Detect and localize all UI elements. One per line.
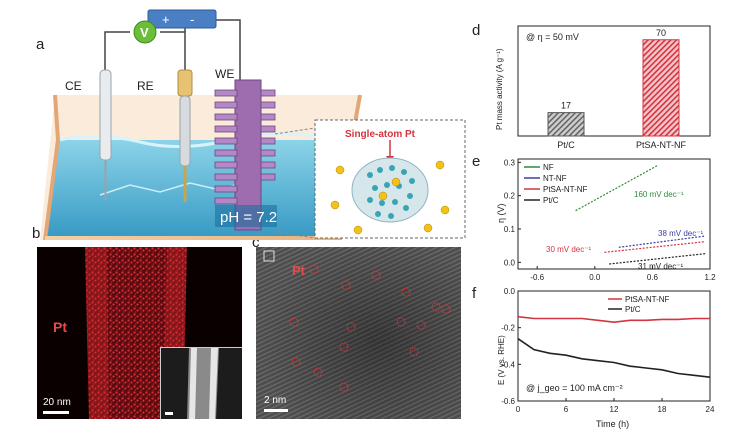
inset-tube-image <box>165 348 219 419</box>
panel-label-f: f <box>472 285 477 302</box>
x-tick-label: 6 <box>564 405 569 414</box>
re-label: RE <box>137 79 154 93</box>
legend-label: NT-NF <box>543 174 567 183</box>
y-tick-label: 0.0 <box>504 287 516 296</box>
panel-c-scale-label: 2 nm <box>264 395 287 406</box>
panel-label-c: c <box>252 234 260 251</box>
y-tick-label: 0.2 <box>504 192 516 201</box>
y-tick-label: -0.4 <box>501 360 515 369</box>
bar-value-label: 70 <box>656 28 666 38</box>
chart-f-ylabel: E (V vs. RHE) <box>497 335 506 385</box>
legend-label: Pt/C <box>625 305 641 314</box>
x-tick-label: 0.6 <box>647 273 659 282</box>
chart-d-title: @ η = 50 mV <box>526 32 579 42</box>
x-tick-label: PtSA-NT-NF <box>636 140 687 150</box>
power-minus: - <box>190 12 194 27</box>
chart-d-frame <box>517 25 711 137</box>
reference-electrode <box>177 69 193 202</box>
panel-c-stem: Pt 2 nm <box>256 247 461 419</box>
y-tick-label: -0.6 <box>501 397 515 406</box>
y-tick-label: 0.1 <box>504 225 516 234</box>
chart-f-xlabel: Time (h) <box>596 419 629 429</box>
we-label: WE <box>215 67 234 81</box>
x-tick-label: Pt/C <box>557 140 575 150</box>
bar-ptsa-nt-nf <box>642 39 680 137</box>
panel-b-inset <box>160 347 242 419</box>
bar-value-label: 17 <box>561 101 571 111</box>
chart-e: η (V) 0.0 0.1 0.2 0.3 -0.6 0.0 0.6 1.2 NF NT-NF… <box>496 158 716 282</box>
voltmeter-label: V <box>140 25 149 40</box>
single-atom-inset: Single-atom Pt <box>314 119 466 239</box>
chart-e-ylabel: η (V) <box>496 203 506 223</box>
panel-label-b: b <box>32 225 41 242</box>
pt-map-label: Pt <box>53 319 67 335</box>
y-tick-label: 0.3 <box>504 158 516 167</box>
series-ptsa-nt-nf <box>517 315 710 323</box>
counter-electrode <box>99 69 112 200</box>
x-tick-label: 1.2 <box>704 273 716 282</box>
power-plus: + <box>162 12 170 27</box>
chart-d: @ η = 50 mV Pt mass activity (A g⁻¹) Pt/… <box>495 25 711 150</box>
power-supply: + - <box>147 9 217 29</box>
inset-title: Single-atom Pt <box>345 129 416 140</box>
x-tick-label: 18 <box>658 405 667 414</box>
panel-label-a: a <box>36 36 45 53</box>
x-tick-label: 0 <box>516 405 521 414</box>
legend-label: PtSA-NT-NF <box>543 185 588 194</box>
panel-label-e: e <box>472 153 481 170</box>
chart-d-ylabel: Pt mass activity (A g⁻¹) <box>495 48 504 130</box>
tafel-slope-label: 30 mV dec⁻¹ <box>546 245 591 254</box>
y-tick-label: -0.2 <box>501 324 515 333</box>
x-tick-label: -0.6 <box>530 273 544 282</box>
y-tick-label: 0.0 <box>504 258 516 267</box>
chart-f-annotation: @ j_geo = 100 mA cm⁻² <box>526 383 623 393</box>
panel-label-d: d <box>472 22 481 39</box>
panel-a-schematic: + - V CE <box>40 9 466 240</box>
ph-label: pH = 7.2 <box>220 209 277 226</box>
tafel-slope-label: 160 mV dec⁻¹ <box>634 190 684 199</box>
stem-image <box>256 247 461 419</box>
legend-label: NF <box>543 163 554 172</box>
panel-b-scale-label: 20 nm <box>43 397 71 408</box>
x-tick-label: 24 <box>706 405 715 414</box>
voltmeter: V <box>133 20 157 44</box>
series-nf <box>575 165 658 212</box>
bar-pt-c <box>547 112 585 137</box>
x-tick-label: 0.0 <box>589 273 601 282</box>
series-pt-c <box>517 338 711 378</box>
legend-label: PtSA-NT-NF <box>625 295 670 304</box>
stem-pt-label: Pt <box>292 263 305 278</box>
panel-b-pt-map: Pt 20 nm <box>37 247 242 419</box>
tafel-slope-label: 31 mV dec⁻¹ <box>638 262 683 271</box>
chart-e-frame <box>517 158 711 270</box>
panel-b-scale-bar <box>43 411 69 414</box>
chart-f: E (V vs. RHE) Time (h) @ j_geo = 100 mA … <box>497 287 715 429</box>
x-tick-label: 12 <box>610 405 619 414</box>
ce-label: CE <box>65 79 82 93</box>
legend-label: Pt/C <box>543 196 559 205</box>
panel-c-scale-bar <box>264 409 288 412</box>
series-ptsa-nt-nf <box>604 241 706 253</box>
series-nt-nf <box>618 235 706 248</box>
tafel-slope-label: 38 mV dec⁻¹ <box>658 229 703 238</box>
